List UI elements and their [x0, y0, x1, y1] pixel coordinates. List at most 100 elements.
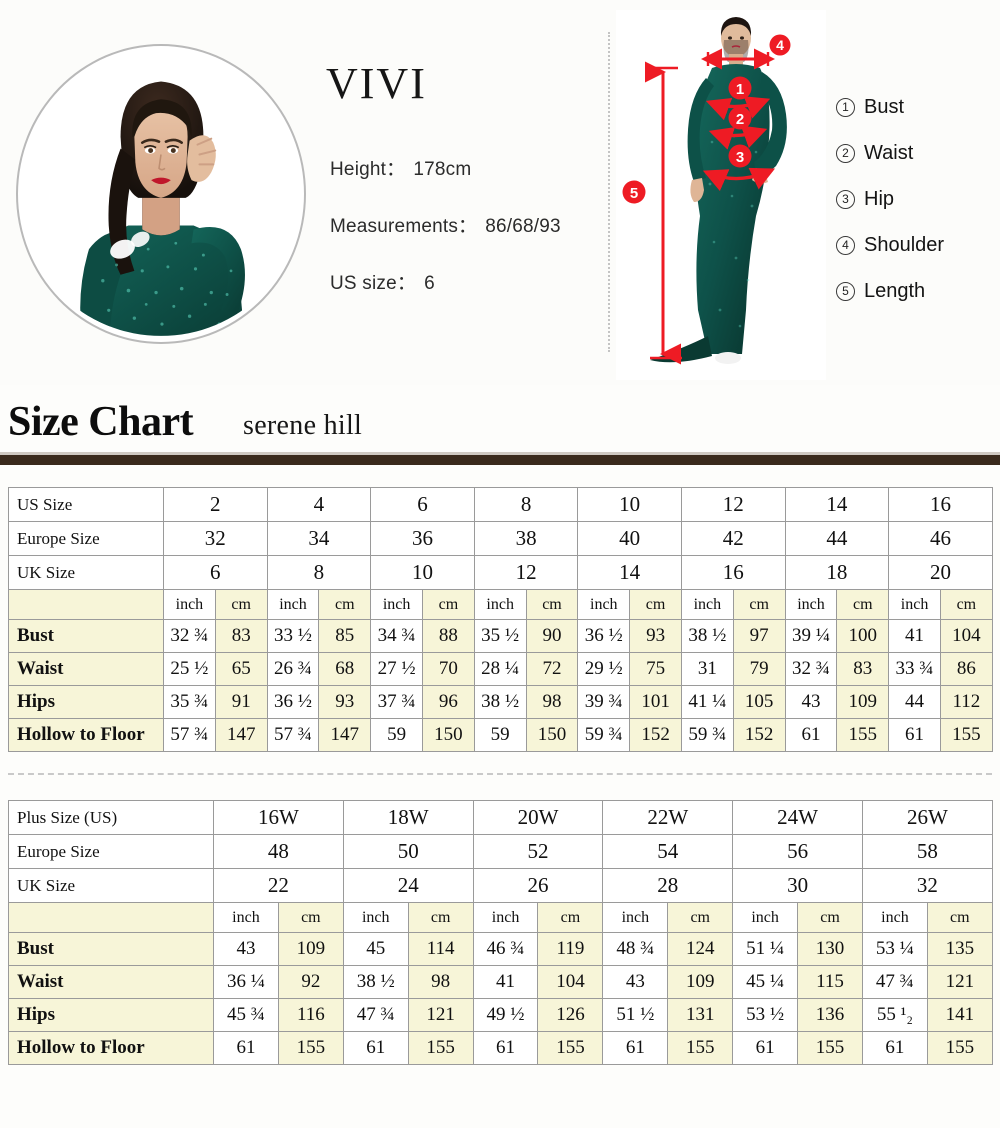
main-hollow-cell-0: 57 ¾ [163, 718, 216, 752]
main-hollow-cell-6: 59 [473, 718, 527, 752]
uk-size-cell-1: 8 [266, 555, 372, 590]
plus-hollow-cell-9: 155 [797, 1031, 863, 1065]
legend-label-shoulder: Shoulder [864, 233, 945, 256]
uk-size-cell-7: 20 [888, 555, 993, 590]
plus-waist-cell-6: 43 [602, 965, 669, 999]
row-label-europe-size: Europe Size [8, 521, 164, 556]
main-bust-cell-14: 41 [888, 619, 941, 653]
main-hips-cell-1: 91 [214, 685, 268, 719]
plus-eu-cell-2: 52 [472, 834, 604, 869]
main-unit-cm-1: cm [318, 589, 372, 620]
table-row-hollow-to-floor: Hollow to Floor 57 ¾ 147 57 ¾ 147 59 150 59 150… [8, 718, 993, 752]
main-waist-cell-5: 70 [421, 652, 475, 686]
main-bust-cell-0: 32 ¾ [163, 619, 216, 653]
main-hollow-cell-1: 147 [214, 718, 268, 752]
table-row-uk-size: UK Size 6 8 10 12 14 16 18 20 [8, 555, 993, 590]
plus-hollow-cell-2: 61 [342, 1031, 409, 1065]
us-size-cell-4: 10 [577, 487, 682, 522]
model-specs: VIVI Height： 178cm Measurements： 86/68/93 … [322, 62, 602, 325]
plus-unit-inch-4: inch [732, 902, 799, 933]
main-bust-cell-10: 38 ½ [680, 619, 734, 653]
eu-size-cell-0: 32 [163, 521, 268, 556]
legend-number-2: 2 [836, 143, 855, 163]
main-bust-cell-12: 39 ¼ [784, 619, 838, 653]
main-waist-cell-11: 79 [732, 652, 786, 686]
plus-bust-cell-3: 114 [407, 932, 474, 966]
plus-hips-cell-6: 51 ½ [602, 998, 669, 1032]
title-rule-dark [0, 455, 1000, 465]
plus-table-row-units: inch cm inch cm inch cm inch cm inch cm inch cm [8, 902, 993, 933]
legend-item-bust: 1 Bust [836, 84, 996, 130]
main-unit-inch-0: inch [163, 589, 216, 620]
plus-hollow-cell-6: 61 [602, 1031, 669, 1065]
uk-size-cell-5: 16 [680, 555, 786, 590]
main-unit-inch-4: inch [577, 589, 631, 620]
main-unit-inch-6: inch [784, 589, 838, 620]
plus-eu-cell-5: 58 [861, 834, 993, 869]
legend-number-5: 5 [836, 281, 855, 301]
vertical-dotted-divider [608, 32, 610, 352]
main-hollow-cell-7: 150 [525, 718, 579, 752]
us-size-value: 6 [424, 273, 435, 294]
main-unit-cm-4: cm [629, 589, 682, 620]
main-unit-inch-1: inch [266, 589, 320, 620]
plus-unit-cm-2: cm [537, 902, 604, 933]
plus-hollow-cell-3: 155 [407, 1031, 474, 1065]
measurements-value: 86/68/93 [485, 216, 561, 237]
brand-subtitle: serene hill [243, 410, 363, 441]
plus-hollow-cell-10: 61 [861, 1031, 928, 1065]
main-bust-cell-6: 35 ½ [473, 619, 527, 653]
plus-size-cell-4: 24W [732, 800, 863, 835]
main-hips-cell-15: 112 [939, 685, 993, 719]
plus-bust-cell-1: 109 [277, 932, 344, 966]
measurements-row: Measurements： 86/68/93 [330, 211, 602, 238]
main-hips-cell-0: 35 ¾ [163, 685, 216, 719]
row-label-plus-hollow-to-floor: Hollow to Floor [8, 1031, 214, 1065]
svg-text:5: 5 [630, 185, 638, 202]
main-waist-cell-15: 86 [939, 652, 993, 686]
model-photo [18, 51, 303, 336]
measurement-legend: 1 Bust 2 Waist 3 Hip 4 Shoulder 5 Length [836, 84, 996, 314]
uk-size-cell-6: 18 [784, 555, 890, 590]
height-label: Height： [330, 159, 406, 180]
main-hollow-cell-11: 152 [732, 718, 786, 752]
uk-size-cell-0: 6 [163, 555, 268, 590]
svg-text:2: 2 [736, 111, 744, 128]
main-hollow-cell-15: 155 [939, 718, 993, 752]
main-unit-cm-5: cm [732, 589, 786, 620]
plus-hips-cell-9: 136 [797, 998, 863, 1032]
plus-hollow-cell-4: 61 [472, 1031, 539, 1065]
plus-hollow-cell-8: 61 [732, 1031, 799, 1065]
row-label-units-empty [8, 589, 164, 620]
dress-measurement-illustration: 4 1 2 3 5 [616, 10, 826, 380]
legend-number-4: 4 [836, 235, 855, 255]
plus-bust-cell-0: 43 [213, 932, 279, 966]
row-label-hips: Hips [8, 685, 164, 719]
main-hips-cell-10: 41 ¼ [680, 685, 734, 719]
main-unit-inch-5: inch [680, 589, 734, 620]
plus-hips-cell-5: 126 [537, 998, 604, 1032]
plus-hips-cell-2: 47 ¾ [342, 998, 409, 1032]
main-waist-cell-9: 75 [629, 652, 682, 686]
main-bust-cell-9: 93 [629, 619, 682, 653]
main-bust-cell-13: 100 [836, 619, 890, 653]
eu-size-cell-2: 36 [370, 521, 475, 556]
plus-hips-cell-10: 55 ¹₂ [861, 998, 928, 1032]
standard-size-table-block: US Size 2 4 6 8 10 12 14 16 Europe Size … [8, 487, 993, 752]
svg-text:1: 1 [736, 81, 744, 98]
hero-section: VIVI Height： 178cm Measurements： 86/68/93 … [0, 0, 1000, 385]
plus-hips-cell-1: 116 [277, 998, 344, 1032]
svg-text:4: 4 [776, 37, 784, 53]
row-label-plus-units-empty [8, 902, 214, 933]
plus-eu-cell-3: 54 [602, 834, 734, 869]
table-row-waist: Waist 25 ½ 65 26 ¾ 68 27 ½ 70 28 ¼ 72 29 ½ 75 31 79… [8, 652, 993, 686]
plus-bust-cell-8: 51 ¼ [732, 932, 799, 966]
main-hollow-cell-4: 59 [370, 718, 423, 752]
row-label-uk-size: UK Size [8, 555, 164, 590]
main-hips-cell-11: 105 [732, 685, 786, 719]
page-title: Size Chart [8, 399, 194, 445]
main-bust-cell-1: 83 [214, 619, 268, 653]
main-waist-cell-12: 32 ¾ [784, 652, 838, 686]
main-hips-cell-9: 101 [629, 685, 682, 719]
legend-label-length: Length [864, 279, 926, 302]
